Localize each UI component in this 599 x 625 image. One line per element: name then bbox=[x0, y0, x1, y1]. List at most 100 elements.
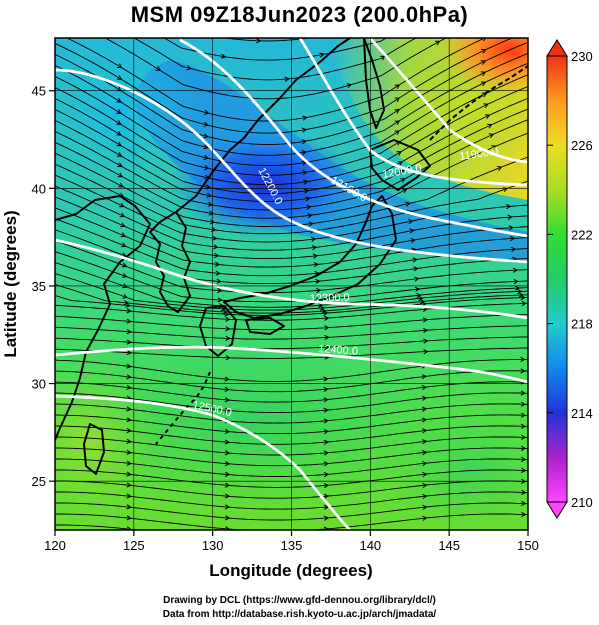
streamline-arrow bbox=[224, 397, 231, 403]
streamline-arrow bbox=[302, 170, 308, 176]
streamline-arrow bbox=[203, 165, 210, 171]
streamline-arrow bbox=[413, 266, 419, 272]
streamline-arrow bbox=[520, 423, 527, 429]
streamlines bbox=[55, 30, 528, 530]
streamline-arrow bbox=[396, 151, 402, 156]
y-axis-label: Latitude (degrees) bbox=[1, 210, 20, 357]
y-tick-label: 30 bbox=[32, 377, 46, 392]
streamline-arrow bbox=[224, 439, 231, 445]
chart-title: MSM 09Z18Jun2023 (200.0hPa) bbox=[130, 2, 469, 27]
streamline-arrow bbox=[509, 235, 516, 242]
streamline bbox=[66, 38, 486, 122]
colorbar-body bbox=[546, 55, 568, 503]
streamline bbox=[55, 52, 528, 156]
streamline-arrow bbox=[520, 445, 527, 451]
streamline-arrow bbox=[419, 299, 426, 305]
streamline-arrow bbox=[224, 311, 230, 317]
streamline-arrow bbox=[508, 225, 515, 231]
colorbar-tick-label: 226 bbox=[571, 138, 593, 153]
streamline-arrow bbox=[126, 515, 132, 521]
streamline-arrow bbox=[323, 472, 330, 478]
streamline-arrow bbox=[224, 407, 231, 413]
x-tick-label: 120 bbox=[44, 538, 66, 553]
streamline-arrow bbox=[394, 97, 401, 103]
streamline-arrow bbox=[121, 262, 128, 268]
x-tick-label: 125 bbox=[123, 538, 145, 553]
streamline-arrow bbox=[225, 326, 231, 332]
streamline-arrow bbox=[405, 201, 411, 207]
streamline-arrow bbox=[225, 316, 231, 322]
streamline-arrow bbox=[120, 232, 127, 238]
colorbar-tick-label: 218 bbox=[571, 317, 593, 332]
streamline-arrow bbox=[126, 417, 132, 423]
streamline-arrow bbox=[213, 244, 219, 250]
streamline-arrow bbox=[126, 363, 132, 369]
streamline-arrow bbox=[323, 429, 330, 435]
streamline-arrow bbox=[119, 212, 126, 218]
streamline-arrow bbox=[126, 482, 132, 488]
streamline-arrow bbox=[307, 213, 313, 219]
streamline-arrow bbox=[423, 349, 429, 355]
streamline-arrow bbox=[220, 306, 227, 312]
streamline-arrow bbox=[491, 145, 497, 151]
streamline-arrow bbox=[305, 196, 311, 202]
streamline-arrow bbox=[315, 287, 322, 294]
streamline-arrow bbox=[323, 418, 329, 424]
streamline-arrow bbox=[514, 285, 521, 291]
streamline bbox=[55, 85, 528, 186]
streamline-arrow bbox=[520, 356, 526, 363]
streamline-arrow bbox=[116, 75, 123, 80]
contour-12500 bbox=[55, 394, 351, 530]
streamline-arrow bbox=[323, 376, 329, 382]
streamline-arrow bbox=[394, 130, 401, 136]
streamline-arrow bbox=[323, 504, 330, 510]
streamline-arrow bbox=[126, 427, 132, 434]
streamline-arrow bbox=[126, 308, 132, 314]
streamline-arrow bbox=[422, 460, 428, 467]
credit-drawing: Drawing by DCL (https://www.gfd-dennou.o… bbox=[163, 595, 436, 606]
streamline-arrow bbox=[518, 292, 524, 298]
streamline-arrow bbox=[520, 368, 526, 374]
streamline bbox=[55, 41, 528, 145]
colorbar-tick-label: 230 bbox=[571, 49, 593, 64]
streamline-arrow bbox=[323, 407, 329, 413]
streamline-arrow bbox=[402, 188, 408, 194]
streamline-arrow bbox=[321, 308, 327, 314]
streamline-arrow bbox=[117, 162, 123, 168]
streamline-arrow bbox=[126, 504, 132, 510]
streamline-arrow bbox=[506, 204, 512, 210]
contour-11900 bbox=[368, 38, 528, 164]
streamline-arrow bbox=[323, 482, 330, 489]
streamline-arrow bbox=[203, 133, 209, 139]
streamline-arrow bbox=[310, 236, 317, 242]
streamline-arrow bbox=[510, 246, 517, 253]
streamline-arrow bbox=[323, 439, 330, 445]
streamline-arrow bbox=[323, 526, 330, 530]
colorbar-tick-label: 222 bbox=[571, 227, 593, 242]
streamline bbox=[240, 30, 294, 31]
x-tick-label: 140 bbox=[359, 538, 381, 553]
streamline-arrow bbox=[422, 428, 428, 434]
streamline-arrow bbox=[126, 339, 132, 345]
streamline-arrow bbox=[126, 449, 132, 455]
streamline-arrow bbox=[480, 81, 487, 87]
streamline bbox=[55, 207, 528, 268]
contour-12300 bbox=[55, 238, 528, 320]
streamline-arrow bbox=[520, 456, 527, 462]
streamline bbox=[55, 174, 528, 243]
streamline-arrow bbox=[507, 214, 513, 220]
streamline-arrow bbox=[315, 278, 321, 285]
streamline-arrow bbox=[311, 245, 318, 251]
streamline-arrow bbox=[126, 438, 132, 444]
streamline-arrow bbox=[480, 60, 487, 65]
y-tick-label: 40 bbox=[32, 181, 46, 196]
streamline-arrow bbox=[301, 127, 308, 133]
streamline-arrow bbox=[224, 515, 231, 521]
x-tick-label: 145 bbox=[438, 538, 460, 553]
streamline-arrow bbox=[306, 204, 312, 210]
contour-12100 bbox=[179, 38, 528, 238]
contour-label-11900: 11900.0 bbox=[459, 146, 499, 163]
streamline-arrow bbox=[397, 161, 404, 166]
x-axis-label: Longitude (degrees) bbox=[209, 561, 372, 580]
streamline-arrow bbox=[116, 109, 122, 114]
